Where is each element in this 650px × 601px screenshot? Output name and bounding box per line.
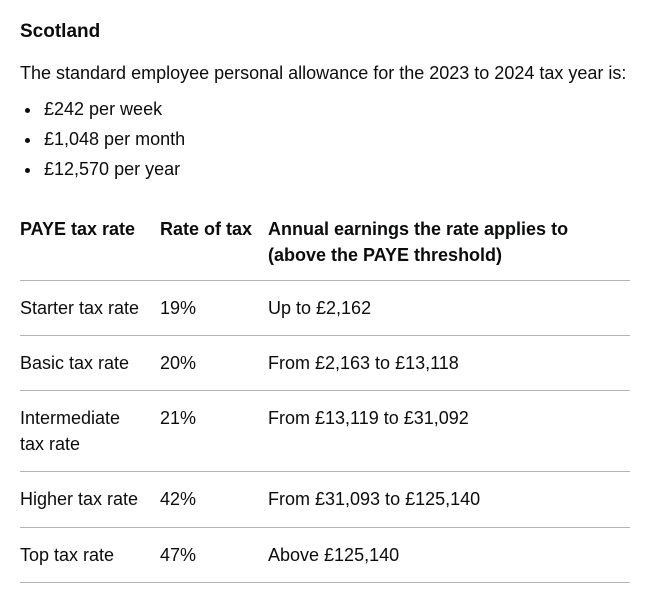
cell-earnings: From £2,163 to £13,118: [268, 336, 630, 391]
cell-rate-pct: 21%: [160, 391, 268, 472]
section-heading: Scotland: [20, 18, 630, 46]
list-item: £1,048 per month: [42, 126, 630, 152]
column-header: Annual earnings the rate applies to (abo…: [268, 206, 630, 281]
cell-rate-name: Higher tax rate: [20, 472, 160, 527]
table-row: Starter tax rate 19% Up to £2,162: [20, 281, 630, 336]
table-row: Basic tax rate 20% From £2,163 to £13,11…: [20, 336, 630, 391]
column-header: Rate of tax: [160, 206, 268, 281]
cell-rate-pct: 20%: [160, 336, 268, 391]
cell-rate-name: Basic tax rate: [20, 336, 160, 391]
cell-rate-name: Intermediate tax rate: [20, 391, 160, 472]
cell-rate-pct: 47%: [160, 527, 268, 582]
table-row: Top tax rate 47% Above £125,140: [20, 527, 630, 582]
tax-rate-table: PAYE tax rate Rate of tax Annual earning…: [20, 206, 630, 583]
intro-text: The standard employee personal allowance…: [20, 60, 630, 86]
cell-earnings: Above £125,140: [268, 527, 630, 582]
list-item: £12,570 per year: [42, 156, 630, 182]
list-item: £242 per week: [42, 96, 630, 122]
table-row: Higher tax rate 42% From £31,093 to £125…: [20, 472, 630, 527]
table-row: Intermediate tax rate 21% From £13,119 t…: [20, 391, 630, 472]
cell-rate-name: Starter tax rate: [20, 281, 160, 336]
cell-earnings: From £13,119 to £31,092: [268, 391, 630, 472]
allowance-list: £242 per week £1,048 per month £12,570 p…: [20, 96, 630, 182]
table-header-row: PAYE tax rate Rate of tax Annual earning…: [20, 206, 630, 281]
cell-rate-pct: 42%: [160, 472, 268, 527]
cell-rate-pct: 19%: [160, 281, 268, 336]
column-header: PAYE tax rate: [20, 206, 160, 281]
cell-earnings: Up to £2,162: [268, 281, 630, 336]
cell-earnings: From £31,093 to £125,140: [268, 472, 630, 527]
cell-rate-name: Top tax rate: [20, 527, 160, 582]
